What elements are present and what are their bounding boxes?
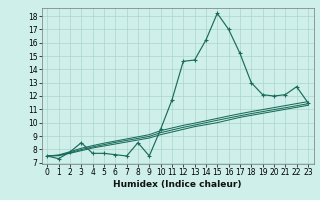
X-axis label: Humidex (Indice chaleur): Humidex (Indice chaleur) — [113, 180, 242, 189]
